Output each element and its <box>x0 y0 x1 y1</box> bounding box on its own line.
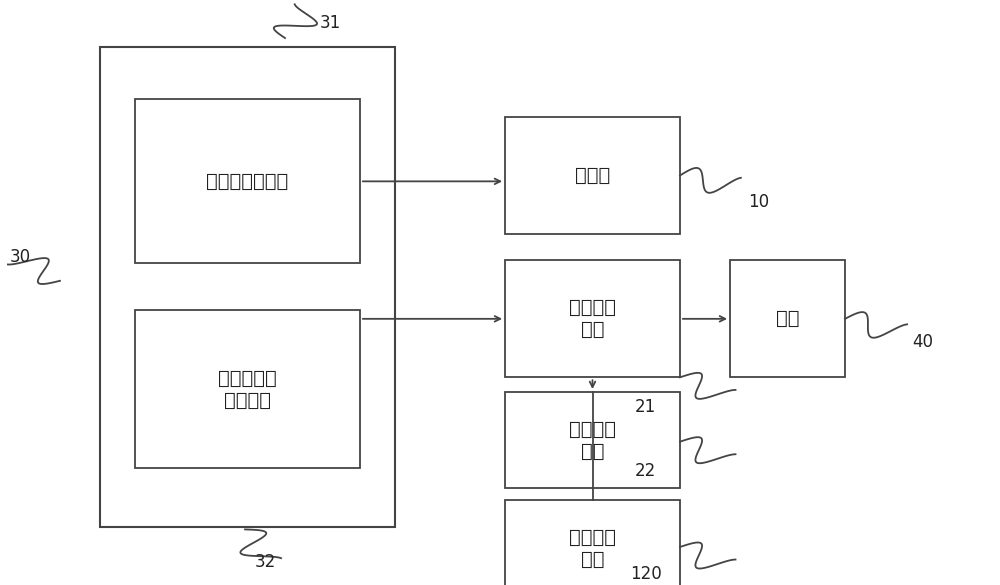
Bar <box>100 47 395 526</box>
Text: 30: 30 <box>10 249 31 266</box>
Bar <box>135 310 360 468</box>
Bar <box>505 260 680 377</box>
Bar <box>730 260 845 377</box>
Text: 系留无人机
控制单元: 系留无人机 控制单元 <box>218 369 277 410</box>
Text: 120: 120 <box>630 566 662 583</box>
Text: 无人车: 无人车 <box>575 166 610 185</box>
Bar <box>505 392 680 488</box>
Bar <box>505 117 680 234</box>
Text: 32: 32 <box>255 553 276 570</box>
Text: 22: 22 <box>635 462 656 480</box>
Text: 21: 21 <box>635 398 656 415</box>
Text: 10: 10 <box>748 193 769 211</box>
Text: 31: 31 <box>320 15 341 32</box>
Text: 负载: 负载 <box>776 309 799 328</box>
Text: 飞行控制
单元: 飞行控制 单元 <box>569 298 616 339</box>
Text: 线缆收放
单元: 线缆收放 单元 <box>569 528 616 569</box>
Bar <box>505 500 680 585</box>
Text: 无人车控制单元: 无人车控制单元 <box>206 172 289 191</box>
Text: 40: 40 <box>912 333 933 351</box>
Bar <box>135 99 360 263</box>
Text: 平衡定位
单元: 平衡定位 单元 <box>569 419 616 461</box>
